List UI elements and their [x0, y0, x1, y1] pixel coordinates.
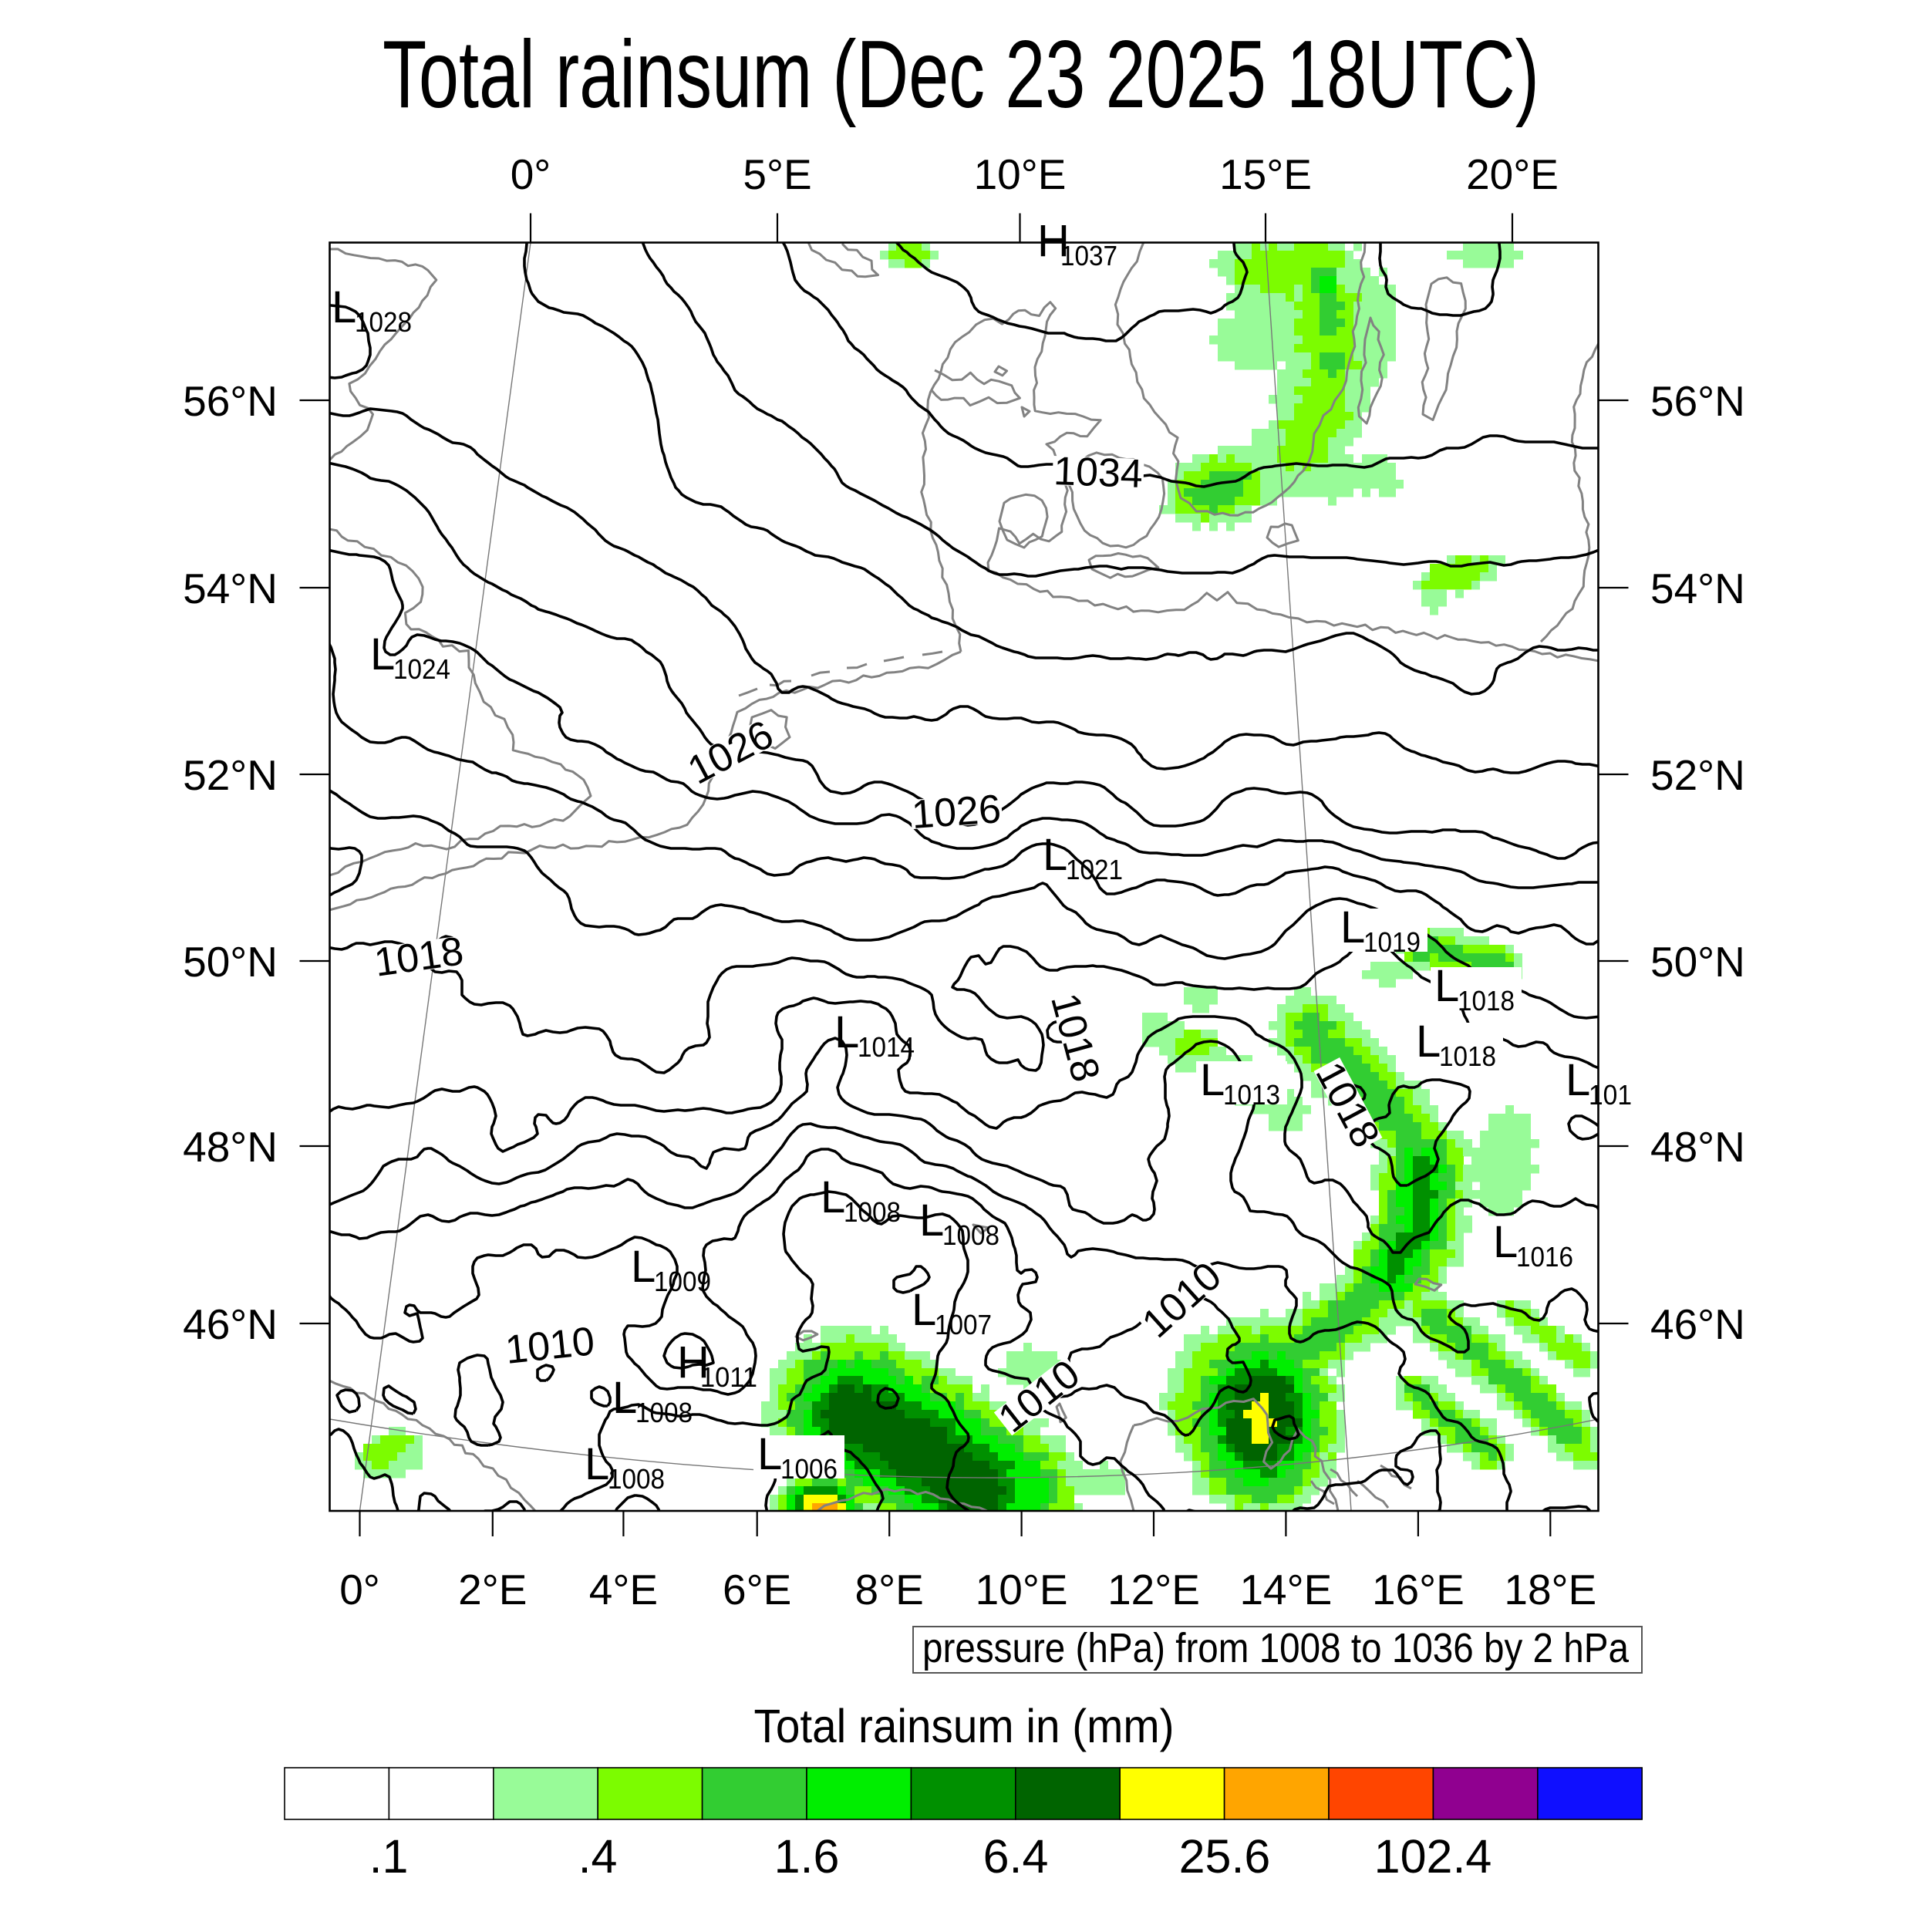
svg-text:0°: 0° [339, 1566, 380, 1613]
svg-text:6°E: 6°E [723, 1566, 791, 1613]
svg-text:54°N: 54°N [183, 565, 278, 612]
svg-text:1024: 1024 [393, 653, 450, 685]
svg-text:Total rainsum (Dec 23 2025 18U: Total rainsum (Dec 23 2025 18UTC) [383, 22, 1539, 128]
svg-text:1008: 1008 [942, 1219, 999, 1251]
svg-text:1008: 1008 [635, 1397, 693, 1428]
svg-text:14°E: 14°E [1239, 1566, 1332, 1613]
svg-text:25.6: 25.6 [1179, 1830, 1271, 1883]
svg-text:1007: 1007 [935, 1309, 992, 1340]
svg-text:5°E: 5°E [743, 150, 811, 198]
svg-text:15°E: 15°E [1219, 150, 1312, 198]
svg-text:L: L [1340, 902, 1365, 953]
svg-text:Total rainsum in (mm): Total rainsum in (mm) [754, 1700, 1175, 1752]
svg-text:1008: 1008 [608, 1463, 665, 1495]
svg-text:L: L [1043, 830, 1067, 880]
svg-text:L: L [332, 282, 356, 332]
svg-text:L: L [370, 629, 395, 679]
svg-text:12°E: 12°E [1107, 1566, 1200, 1613]
svg-text:L: L [585, 1439, 609, 1489]
svg-text:L: L [912, 1285, 936, 1335]
svg-text:1021: 1021 [1066, 854, 1123, 885]
svg-text:L: L [1434, 961, 1459, 1011]
svg-text:pressure (hPa) from 1008 to 10: pressure (hPa) from 1008 to 1036 by 2 hP… [922, 1625, 1630, 1671]
svg-text:1019: 1019 [1363, 926, 1421, 958]
svg-text:L: L [757, 1429, 782, 1479]
svg-text:48°N: 48°N [1650, 1123, 1745, 1171]
svg-text:L: L [919, 1195, 944, 1246]
svg-text:.4: .4 [578, 1830, 618, 1883]
svg-text:L: L [1416, 1017, 1441, 1067]
svg-text:L: L [821, 1172, 845, 1222]
svg-text:102.4: 102.4 [1374, 1830, 1492, 1883]
svg-text:L: L [631, 1242, 656, 1292]
svg-text:46°N: 46°N [183, 1300, 278, 1348]
svg-text:H: H [677, 1337, 710, 1387]
svg-text:1028: 1028 [355, 306, 412, 338]
svg-text:2°E: 2°E [458, 1566, 527, 1613]
svg-text:1034: 1034 [1053, 449, 1144, 497]
svg-text:48°N: 48°N [183, 1123, 278, 1171]
svg-text:1026: 1026 [910, 787, 1002, 838]
svg-text:1014: 1014 [858, 1031, 915, 1063]
svg-text:16°E: 16°E [1372, 1566, 1465, 1613]
svg-text:1037: 1037 [1060, 240, 1117, 271]
svg-text:L: L [1200, 1055, 1225, 1105]
svg-text:1006: 1006 [780, 1453, 838, 1485]
svg-text:4°E: 4°E [589, 1566, 658, 1613]
svg-text:L: L [1493, 1217, 1518, 1267]
svg-text:101: 101 [1589, 1079, 1632, 1111]
svg-text:10°E: 10°E [974, 150, 1067, 198]
svg-text:1009: 1009 [654, 1266, 711, 1297]
svg-text:1018: 1018 [1458, 985, 1515, 1017]
svg-text:50°N: 50°N [183, 938, 278, 986]
svg-text:1018: 1018 [1439, 1040, 1496, 1072]
svg-text:1016: 1016 [1516, 1241, 1573, 1273]
svg-text:1.6: 1.6 [774, 1830, 840, 1883]
svg-text:20°E: 20°E [1466, 150, 1559, 198]
svg-text:1013: 1013 [1223, 1079, 1280, 1111]
svg-text:56°N: 56°N [183, 377, 278, 425]
svg-text:8°E: 8°E [855, 1566, 924, 1613]
svg-text:52°N: 52°N [183, 751, 278, 799]
svg-text:1010: 1010 [504, 1319, 597, 1373]
svg-text:6.4: 6.4 [983, 1830, 1049, 1883]
svg-text:H: H [1037, 216, 1070, 266]
svg-text:50°N: 50°N [1650, 938, 1745, 986]
svg-text:.1: .1 [369, 1830, 409, 1883]
svg-text:18°E: 18°E [1504, 1566, 1596, 1613]
svg-text:1008: 1008 [844, 1196, 901, 1228]
svg-text:10°E: 10°E [976, 1566, 1068, 1613]
svg-text:L: L [834, 1007, 859, 1057]
svg-text:1011: 1011 [700, 1361, 757, 1393]
svg-text:L: L [612, 1373, 637, 1423]
svg-text:0°: 0° [511, 150, 551, 198]
svg-text:52°N: 52°N [1650, 751, 1745, 799]
svg-text:L: L [1566, 1055, 1590, 1105]
svg-text:46°N: 46°N [1650, 1300, 1745, 1348]
svg-text:54°N: 54°N [1650, 565, 1745, 612]
svg-text:56°N: 56°N [1650, 377, 1745, 425]
